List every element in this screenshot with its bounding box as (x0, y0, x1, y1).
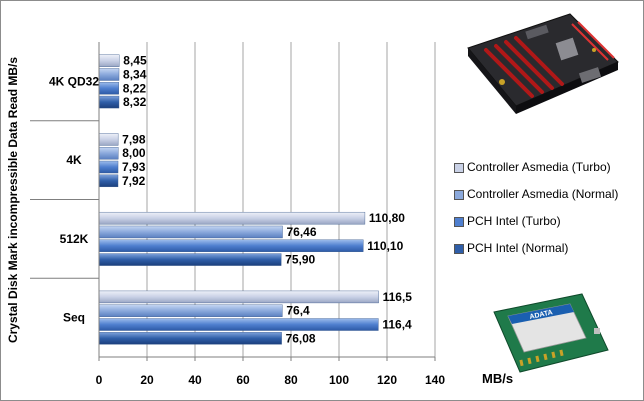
legend-item-pch-turbo: PCH Intel (Turbo) (452, 214, 642, 241)
gridlines (146, 42, 436, 357)
data-label: 7,93 (122, 160, 146, 174)
x-tick-label: 80 (284, 373, 298, 387)
bar (98, 68, 120, 81)
x-tick-label: 60 (236, 373, 250, 387)
ssd-image: ADATA (493, 293, 609, 373)
x-tick-label: 100 (329, 373, 349, 387)
data-label: 110,80 (369, 211, 405, 225)
legend-label: Controller Asmedia (Normal) (467, 187, 619, 201)
bar (98, 253, 282, 266)
bar (98, 332, 282, 345)
data-label: 8,45 (123, 54, 147, 68)
bar (98, 160, 119, 174)
legend-swatch (454, 190, 464, 200)
x-axis-label: MB/s (482, 371, 513, 386)
data-label: 8,22 (123, 81, 147, 95)
data-label: 76,4 (286, 304, 310, 318)
legend-label: Controller Asmedia (Turbo) (467, 160, 611, 174)
data-labels: 8,458,348,228,32 7,988,007,937,92 110,80 76… (122, 54, 412, 346)
category-label: 512K (60, 232, 89, 246)
data-label: 76,08 (286, 331, 316, 345)
data-label: 7,98 (122, 132, 146, 146)
y-axis-label: Crystal Disk Mark incompressible Data Re… (6, 57, 20, 343)
bar (98, 318, 379, 331)
bar (98, 82, 119, 95)
bar (98, 147, 119, 160)
axes (30, 42, 435, 358)
data-label: 116,5 (383, 290, 413, 304)
x-tick-label: 120 (377, 373, 397, 387)
legend-label: PCH Intel (Normal) (467, 241, 569, 255)
data-label: 7,92 (122, 174, 146, 188)
data-label: 8,32 (123, 95, 147, 109)
data-label: 76,46 (287, 225, 317, 239)
x-tick-label: 20 (140, 373, 154, 387)
bar (98, 225, 283, 239)
bar (98, 174, 119, 188)
category-label: 4K QD32 (49, 74, 99, 88)
bar (98, 239, 364, 252)
category-label: Seq (63, 311, 85, 325)
tick-labels: 0 20 40 60 80 100 120 140 (96, 357, 445, 387)
bar (98, 211, 366, 225)
category-label: 4K (66, 153, 82, 167)
motherboard-image (467, 13, 619, 114)
bar (98, 290, 379, 304)
legend-item-asmedia-turbo: Controller Asmedia (Turbo) (452, 160, 642, 187)
data-label: 75,90 (285, 253, 315, 267)
bars (98, 54, 379, 345)
legend-label: PCH Intel (Turbo) (467, 214, 561, 228)
bar (98, 304, 283, 317)
data-label: 116,4 (382, 318, 412, 332)
data-label: 8,34 (123, 67, 147, 81)
x-tick-label: 40 (188, 373, 202, 387)
legend-swatch (454, 217, 464, 227)
legend-item-pch-normal: PCH Intel (Normal) (452, 241, 642, 268)
legend: Controller Asmedia (Turbo) Controller As… (452, 160, 642, 268)
bar (98, 54, 120, 67)
x-tick-label: 140 (425, 373, 445, 387)
ssd-brand-text: ADATA (529, 309, 553, 321)
category-labels: 4K QD32 4K 512K Seq (49, 74, 99, 324)
legend-item-asmedia-normal: Controller Asmedia (Normal) (452, 187, 642, 214)
x-tick-label: 0 (96, 373, 103, 387)
bar (98, 133, 119, 146)
data-label: 8,00 (122, 146, 146, 160)
legend-swatch (454, 163, 464, 173)
legend-swatch (454, 244, 464, 254)
data-label: 110,10 (367, 239, 403, 253)
bar (98, 95, 120, 109)
